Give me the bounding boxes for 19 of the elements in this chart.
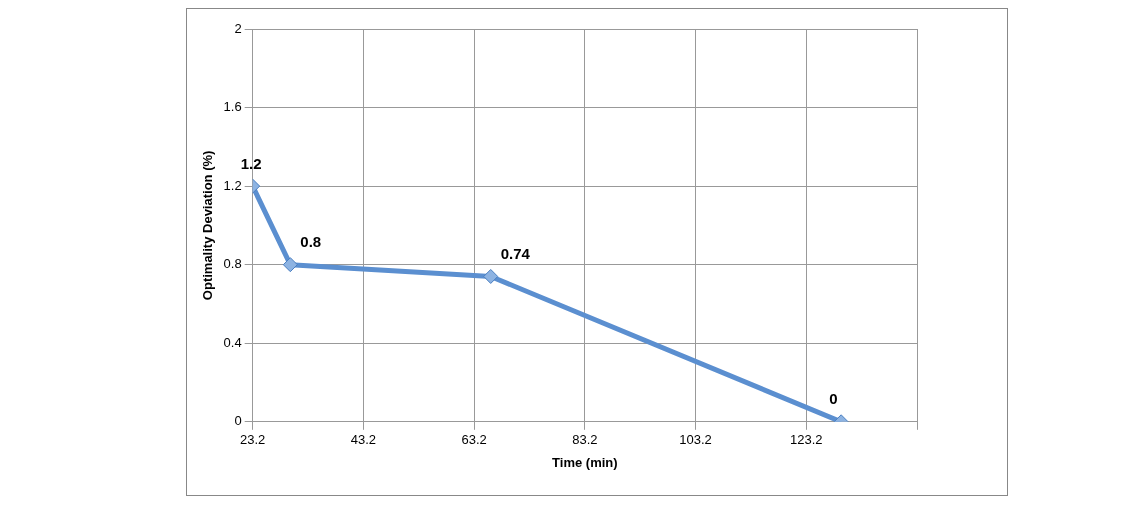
y-tick-label: 2 (234, 20, 242, 36)
x-tick-label: 103.2 (679, 432, 712, 448)
x-axis-title: Time (min) (552, 454, 618, 470)
x-tick-label: 83.2 (572, 432, 598, 448)
x-tick-label: 43.2 (350, 432, 377, 448)
y-axis-title: Optimality Deviation (%) (200, 150, 216, 301)
x-tick-label: 63.2 (461, 432, 487, 448)
x-tick-label: 23.2 (240, 432, 266, 448)
data-label: 0.74 (500, 245, 531, 263)
x-tick-label: 123.2 (790, 432, 823, 448)
y-tick-label: 0 (234, 413, 242, 429)
y-tick-label: 1.2 (223, 177, 242, 193)
point (483, 268, 499, 284)
point (282, 257, 298, 273)
data-label: 0 (829, 390, 838, 408)
y-tick-label: 1.6 (223, 99, 242, 115)
data-label: 0.8 (300, 233, 322, 251)
y-tick-label: 0.8 (223, 256, 242, 272)
y-tick-label: 0.4 (223, 334, 242, 350)
